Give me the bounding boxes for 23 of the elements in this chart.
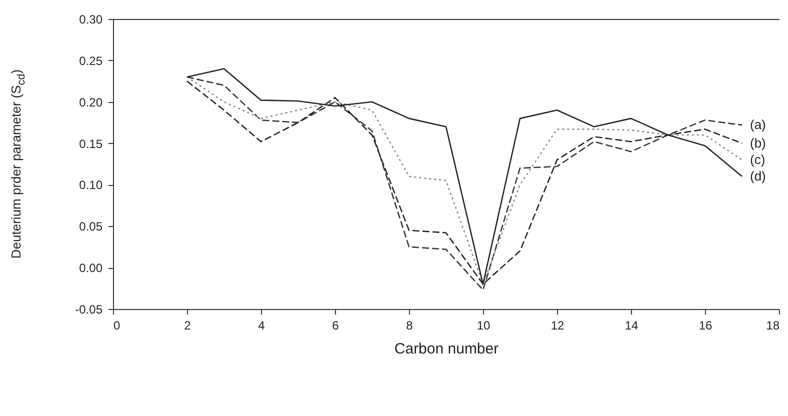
x-tick-label: 0 [114,318,120,332]
y-tick-label: 0.25 [79,54,103,68]
x-tick-label: 2 [184,318,192,332]
x-tick-label: 8 [406,318,414,332]
series-label: (a) [750,117,766,132]
series-label: (c) [750,152,766,167]
y-tick-label: -0.05 [75,302,103,316]
x-tick-label: 6 [332,318,340,332]
x-tick-label: 18 [766,318,780,332]
x-tick-label: 14 [624,318,638,332]
x-tick-label: 16 [698,318,712,332]
x-tick-label: 4 [258,318,266,332]
x-tick-label: 12 [550,318,564,332]
y-tick-label: 0.00 [79,261,103,276]
x-axis-title: Carbon number [394,340,499,358]
series-label: (d) [750,168,766,184]
y-tick-label: 0.20 [79,95,103,110]
y-tick-label: 0.10 [79,178,103,192]
y-tick-label: 0.30 [79,12,103,26]
y-tick-label: 0.05 [79,220,103,234]
y-tick-label: 0.15 [79,136,103,151]
x-tick-label: 10 [476,318,490,332]
series-label: (b) [750,135,766,150]
